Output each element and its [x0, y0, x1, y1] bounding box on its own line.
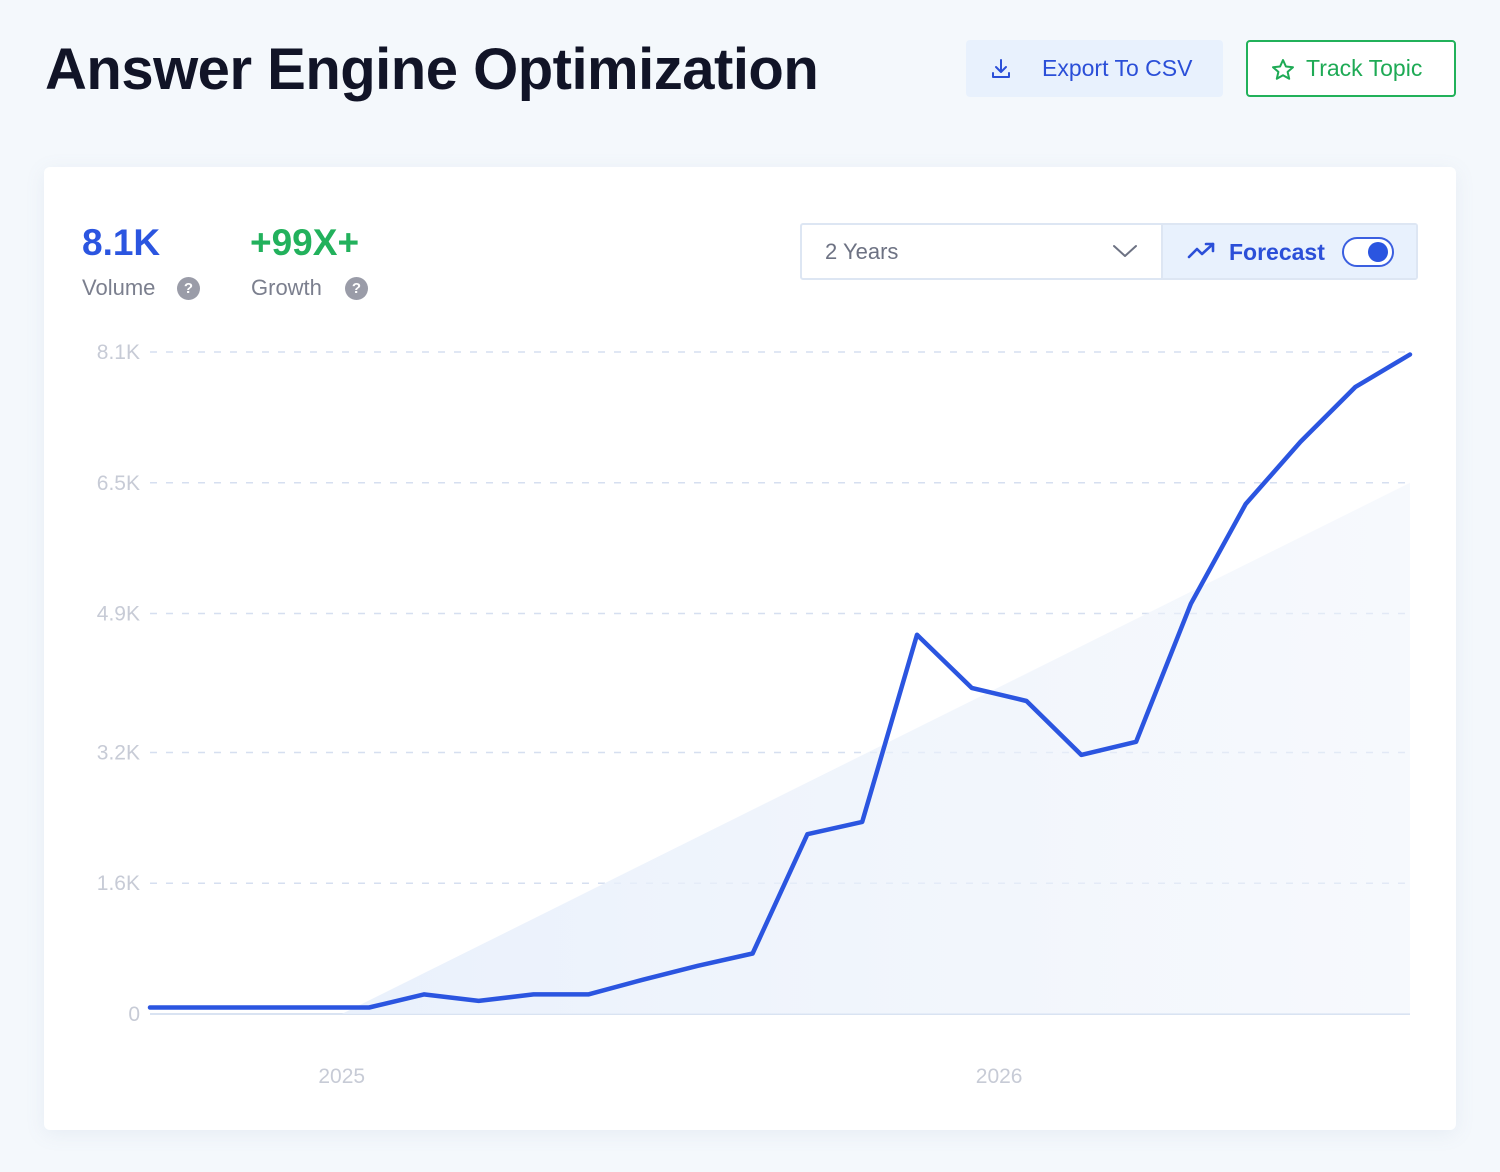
y-tick-label: 3.2K	[97, 741, 140, 764]
volume-help-icon[interactable]: ?	[177, 277, 200, 300]
growth-label: Growth	[251, 275, 322, 300]
y-tick-label: 4.9K	[97, 603, 140, 626]
chart-controls: 2 Years Forecast	[800, 223, 1418, 280]
export-csv-label: Export To CSV	[1042, 55, 1193, 81]
y-tick-label: 1.6K	[97, 872, 140, 895]
growth-value: +99X+	[250, 222, 360, 263]
x-tick-label: 2025	[318, 1065, 365, 1088]
track-topic-button[interactable]: Track Topic	[1246, 40, 1456, 97]
y-tick-label: 8.1K	[97, 341, 140, 364]
y-tick-label: 6.5K	[97, 472, 140, 495]
forecast-switch[interactable]	[1342, 237, 1394, 267]
x-tick-label: 2026	[976, 1065, 1023, 1088]
volume-value: 8.1K	[82, 222, 161, 263]
time-range-value: 2 Years	[825, 239, 899, 264]
page-title: Answer Engine Optimization	[45, 37, 819, 102]
chevron-down-icon	[1113, 245, 1137, 257]
volume-label: Volume	[82, 275, 156, 300]
time-range-select[interactable]: 2 Years	[802, 225, 1161, 278]
trending-up-icon	[1187, 242, 1215, 259]
export-csv-button[interactable]: Export To CSV	[966, 40, 1223, 97]
download-icon	[992, 59, 1010, 78]
forecast-switch-knob	[1368, 242, 1388, 262]
series-line	[147, 352, 1413, 1010]
y-tick-label: 0	[128, 1003, 140, 1026]
star-icon	[1272, 59, 1294, 80]
track-topic-label: Track Topic	[1306, 55, 1423, 81]
forecast-trend-area	[341, 482, 1410, 1014]
growth-help-icon[interactable]: ?	[345, 277, 368, 300]
forecast-toggle-area[interactable]: Forecast	[1161, 225, 1416, 278]
forecast-label: Forecast	[1229, 239, 1325, 265]
